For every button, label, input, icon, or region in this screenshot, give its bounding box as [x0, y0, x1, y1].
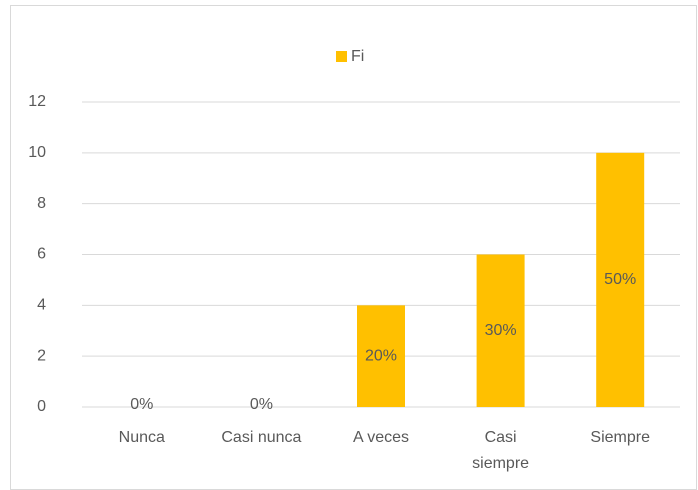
y-tick-label: 8 [37, 195, 46, 212]
x-tick-label: Casi nunca [221, 429, 301, 446]
x-tick-label: A veces [353, 429, 409, 446]
legend-label: Fi [351, 48, 364, 65]
chart-frame [10, 5, 697, 490]
y-tick-label: 4 [37, 297, 46, 314]
y-tick-label: 2 [37, 347, 46, 364]
bar [596, 152, 645, 407]
legend-swatch [336, 51, 347, 62]
y-tick-label: 10 [28, 144, 46, 161]
data-label: 20% [365, 347, 397, 364]
data-label: 0% [130, 396, 153, 413]
bar [357, 305, 405, 407]
x-tick-label: Siempre [590, 429, 650, 446]
y-tick-label: 12 [28, 93, 46, 110]
x-tick-label: Casi siempre [472, 429, 529, 472]
x-tick-label: Nunca [119, 429, 165, 446]
y-tick-label: 6 [37, 246, 46, 263]
data-label: 30% [485, 322, 517, 339]
data-label: 0% [250, 396, 273, 413]
bar [476, 254, 525, 407]
data-label: 50% [604, 271, 636, 288]
y-tick-label: 0 [37, 398, 46, 415]
